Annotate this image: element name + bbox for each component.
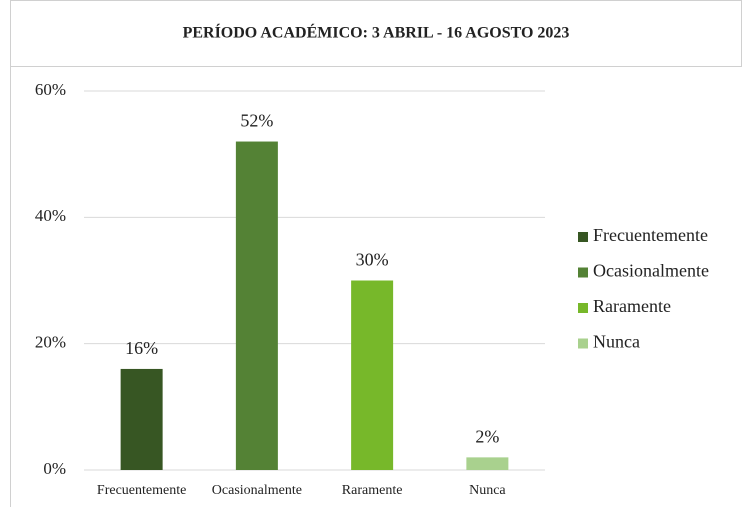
legend-label: Nunca bbox=[593, 332, 640, 352]
legend-swatch bbox=[578, 338, 588, 349]
legend-swatch bbox=[578, 232, 588, 242]
bar bbox=[351, 280, 394, 470]
x-tick-label: Nunca bbox=[469, 483, 506, 498]
legend-swatch bbox=[578, 267, 588, 278]
legend-label: Ocasionalmente bbox=[593, 261, 709, 281]
bar bbox=[120, 368, 163, 470]
data-label: 30% bbox=[356, 250, 389, 270]
data-label: 16% bbox=[125, 338, 158, 358]
bar bbox=[235, 141, 278, 471]
legend-label: Raramente bbox=[593, 296, 671, 316]
y-tick-label: 20% bbox=[35, 333, 66, 352]
y-tick-label: 0% bbox=[43, 459, 66, 478]
y-tick-label: 60% bbox=[35, 80, 66, 99]
data-label: 2% bbox=[475, 426, 499, 446]
x-tick-label: Frecuentemente bbox=[97, 483, 186, 498]
legend-swatch bbox=[578, 303, 588, 313]
data-label: 52% bbox=[240, 111, 273, 131]
x-tick-label: Ocasionalmente bbox=[212, 483, 302, 498]
y-tick-label: 40% bbox=[35, 206, 66, 225]
x-tick-label: Raramente bbox=[342, 483, 403, 498]
legend-label: Frecuentemente bbox=[593, 225, 708, 245]
title-box bbox=[10, 0, 742, 67]
chart-title: PERÍODO ACADÉMICO: 3 ABRIL - 16 AGOSTO 2… bbox=[183, 23, 570, 42]
bar bbox=[466, 457, 509, 470]
